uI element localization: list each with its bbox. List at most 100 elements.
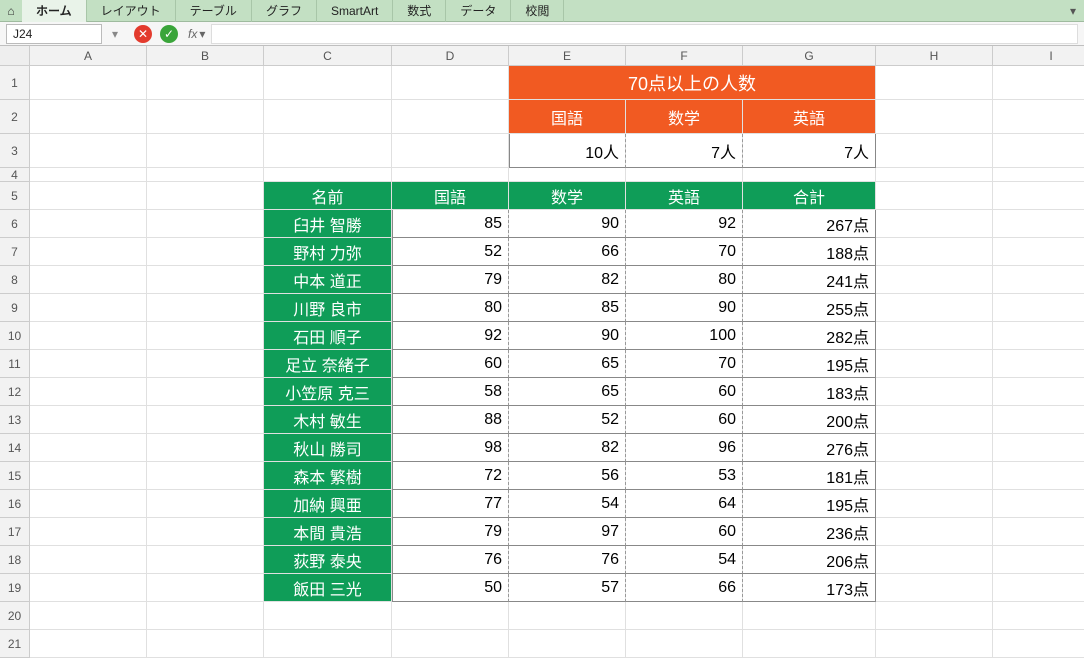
cell[interactable] [147,266,264,294]
cell[interactable] [876,238,993,266]
cell[interactable] [993,490,1084,518]
cell[interactable] [993,434,1084,462]
cell[interactable] [509,168,626,182]
row-header[interactable]: 10 [0,322,30,350]
cell[interactable] [392,100,509,134]
row-header[interactable]: 20 [0,602,30,630]
cell[interactable] [30,182,147,210]
cell[interactable] [993,378,1084,406]
cell[interactable] [30,350,147,378]
cell[interactable] [993,518,1084,546]
cell[interactable] [392,134,509,168]
cell[interactable] [30,266,147,294]
row-header[interactable]: 1 [0,66,30,100]
cell[interactable] [147,182,264,210]
cell[interactable] [392,630,509,658]
cell[interactable] [876,630,993,658]
cell[interactable] [876,350,993,378]
cell[interactable] [993,238,1084,266]
column-header[interactable]: D [392,46,509,66]
cell[interactable] [30,322,147,350]
cell[interactable] [147,602,264,630]
cell[interactable] [743,630,876,658]
column-header[interactable]: H [876,46,993,66]
fx-label[interactable]: fx▾ [188,27,205,41]
formula-input[interactable] [211,24,1078,44]
ribbon-tab[interactable]: 数式 [393,0,446,22]
cell[interactable] [147,350,264,378]
cell[interactable] [876,210,993,238]
cell[interactable] [147,462,264,490]
cell[interactable] [264,100,392,134]
cell[interactable] [147,294,264,322]
name-box[interactable]: J24 [6,24,102,44]
cell[interactable] [876,266,993,294]
row-header[interactable]: 18 [0,546,30,574]
column-header[interactable]: E [509,46,626,66]
row-header[interactable]: 6 [0,210,30,238]
cell[interactable] [876,168,993,182]
name-box-dropdown-icon[interactable]: ▾ [108,27,122,41]
cell[interactable] [392,66,509,100]
cell[interactable] [264,630,392,658]
cell[interactable] [876,574,993,602]
row-header[interactable]: 7 [0,238,30,266]
cell[interactable] [876,602,993,630]
cell[interactable] [993,210,1084,238]
cell[interactable] [147,238,264,266]
row-header[interactable]: 4 [0,168,30,182]
cell[interactable] [993,100,1084,134]
cell[interactable] [876,378,993,406]
cell[interactable] [30,100,147,134]
cell[interactable] [876,134,993,168]
cell[interactable] [264,66,392,100]
row-header[interactable]: 3 [0,134,30,168]
ribbon-tab[interactable]: ホーム [22,0,87,22]
column-header[interactable]: G [743,46,876,66]
ribbon-tab[interactable]: 校閲 [511,0,564,22]
row-header[interactable]: 8 [0,266,30,294]
cell[interactable] [993,134,1084,168]
cell[interactable] [993,574,1084,602]
cell[interactable] [876,518,993,546]
ribbon-tab[interactable]: グラフ [252,0,317,22]
cell[interactable] [30,574,147,602]
cell[interactable] [147,434,264,462]
cell[interactable] [264,168,392,182]
column-header[interactable]: F [626,46,743,66]
row-header[interactable]: 12 [0,378,30,406]
cell[interactable] [993,182,1084,210]
cell[interactable] [876,66,993,100]
cell[interactable] [264,602,392,630]
cell[interactable] [147,518,264,546]
cell[interactable] [264,134,392,168]
cell[interactable] [147,168,264,182]
row-header[interactable]: 15 [0,462,30,490]
cell[interactable] [30,434,147,462]
cell[interactable] [876,100,993,134]
cell[interactable] [147,134,264,168]
column-header[interactable]: I [993,46,1084,66]
row-header[interactable]: 2 [0,100,30,134]
cell[interactable] [147,406,264,434]
cell[interactable] [30,238,147,266]
ribbon-tab[interactable]: SmartArt [317,0,393,22]
ribbon-chevron-icon[interactable]: ▾ [1062,4,1084,18]
cell[interactable] [30,546,147,574]
cell[interactable] [993,602,1084,630]
cell[interactable] [993,350,1084,378]
row-header[interactable]: 17 [0,518,30,546]
cell[interactable] [30,462,147,490]
cell[interactable] [876,434,993,462]
cell[interactable] [626,168,743,182]
row-header[interactable]: 5 [0,182,30,210]
row-header[interactable]: 21 [0,630,30,658]
column-header[interactable]: C [264,46,392,66]
cell[interactable] [147,100,264,134]
cell[interactable] [993,406,1084,434]
cell[interactable] [626,602,743,630]
cell[interactable] [876,406,993,434]
row-header[interactable]: 13 [0,406,30,434]
cell[interactable] [30,630,147,658]
cell[interactable] [147,66,264,100]
